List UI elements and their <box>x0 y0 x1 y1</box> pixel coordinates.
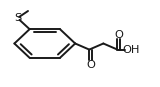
Text: O: O <box>114 30 123 39</box>
Text: O: O <box>86 60 95 70</box>
Text: OH: OH <box>122 45 140 55</box>
Text: S: S <box>14 13 21 23</box>
